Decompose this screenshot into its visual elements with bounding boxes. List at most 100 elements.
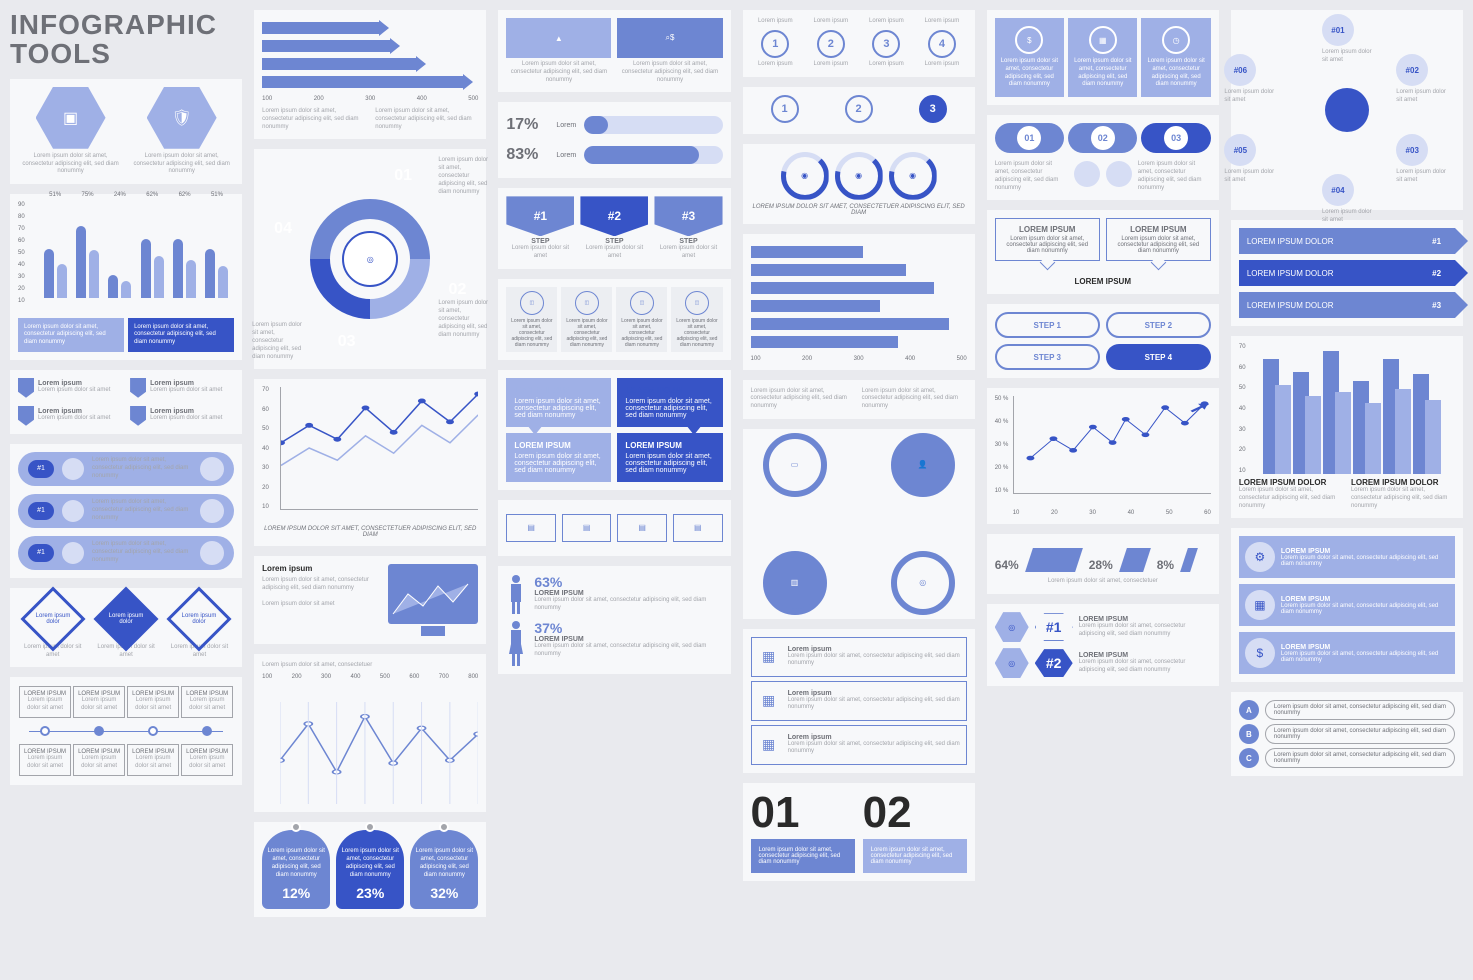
book-icon: ▦ — [756, 686, 782, 716]
drop-item: Lorem ipsum dolor sit amet, consectetur … — [262, 830, 330, 909]
vbar — [1365, 403, 1381, 474]
person-stat: 63% LOREM IPSUM Lorem ipsum dolor sit am… — [506, 574, 722, 620]
drop-item: Lorem ipsum dolor sit amet, consectetur … — [410, 830, 478, 909]
num-circles-2: 123 — [743, 87, 975, 134]
icon-card-item: ▦ LOREM IPSUMLorem ipsum dolor sit amet,… — [1239, 584, 1455, 626]
h-bar — [751, 246, 863, 258]
callout: LOREM IPSUMLorem ipsum dolor sit amet, c… — [617, 378, 722, 427]
info-item: ▦ Lorem ipsumLorem ipsum dolor sit amet,… — [751, 681, 967, 721]
timeline-dot — [94, 726, 104, 736]
timeline-label: LOREM IPSUMLorem ipsum dolor sit amet — [181, 744, 233, 776]
briefcase-icon: ▭ — [763, 433, 827, 497]
bar-group: 75% — [74, 202, 100, 298]
vbar — [1395, 389, 1411, 474]
male-icon — [506, 574, 526, 620]
flower-petal: #05 — [1224, 134, 1256, 166]
num-circle: 2Lorem ipsum — [806, 30, 856, 69]
stacked-seg — [1025, 548, 1083, 572]
scatter-panel: 50 %40 %30 %20 %10 % 102030405060 — [987, 388, 1219, 524]
pct-row: 83%Lorem — [506, 140, 722, 170]
arrow-list: LOREM IPSUM DOLOR#1LOREM IPSUM DOLOR#2LO… — [1231, 220, 1463, 326]
bar-group: 51% — [42, 202, 68, 298]
abc-item: B Lorem ipsum dolor sit amet, consectetu… — [1239, 724, 1455, 744]
info-item: ▦ Lorem ipsumLorem ipsum dolor sit amet,… — [751, 637, 967, 677]
pct-row: 17%Lorem — [506, 110, 722, 140]
pill-tag: #1 — [28, 502, 54, 520]
num-circle: 3Lorem ipsum — [862, 30, 912, 69]
drop-item: Lorem ipsum dolor sit amet, consectetur … — [336, 830, 404, 909]
pill-icon — [62, 542, 84, 564]
ribbon-item: Lorem ipsumLorem ipsum dolor sit amet — [18, 406, 122, 426]
stacked-pct: 28% — [1089, 558, 1113, 572]
arrow-item: LOREM IPSUM DOLOR#3 — [1239, 292, 1455, 318]
h-arrow — [262, 58, 418, 70]
vbar-title: LOREM IPSUM DOLOR — [1239, 478, 1343, 487]
num-circle: 1Lorem ipsum — [751, 30, 801, 69]
h-arrow — [262, 22, 381, 34]
hex-caption: Lorem ipsum dolor sit amet, consectetur … — [129, 153, 234, 176]
abc-letter: C — [1239, 748, 1259, 768]
column-3: ▲Lorem ipsum dolor sit amet, consectetur… — [498, 10, 730, 970]
chart-icon: ▥ — [763, 551, 827, 615]
column-1: INFOGRAPHIC TOOLS ▣ Lorem ipsum dolor si… — [10, 10, 242, 970]
hbars-panel: 100200300400500 — [743, 234, 975, 370]
tree-icon: ◉ — [781, 152, 829, 200]
pill-list: #1 Lorem ipsum dolor sit amet, consectet… — [10, 444, 242, 578]
flower-petal: #06 — [1224, 54, 1256, 86]
feature-row: ▲Lorem ipsum dolor sit amet, consectetur… — [498, 10, 730, 92]
icon-line-panel: ▤▤▤▤ — [498, 500, 730, 556]
persons-panel: 63% LOREM IPSUM Lorem ipsum dolor sit am… — [498, 566, 730, 674]
pill-item: #1 Lorem ipsum dolor sit amet, consectet… — [18, 494, 234, 528]
timeline-label: LOREM IPSUMLorem ipsum dolor sit amet — [19, 744, 71, 776]
diamond-item: Lorem ipsum dolor Lorem ipsum dolor sit … — [18, 596, 87, 660]
timeline-label: LOREM IPSUMLorem ipsum dolor sit amet — [181, 686, 233, 718]
cycle-num: 02 — [449, 281, 467, 299]
num-circles-1: Lorem ipsumLorem ipsumLorem ipsumLorem i… — [743, 10, 975, 77]
nc-label: Lorem ipsum — [862, 18, 912, 26]
callout: LOREM IPSUMLorem ipsum dolor sit amet, c… — [506, 433, 611, 482]
pill-item: #1 Lorem ipsum dolor sit amet, consectet… — [18, 536, 234, 570]
bar-group: 24% — [107, 202, 133, 298]
info-list: ▦ Lorem ipsumLorem ipsum dolor sit amet,… — [743, 629, 975, 773]
money-icon: $ — [1245, 638, 1275, 668]
hex-item: 🛡 Lorem ipsum dolor sit amet, consectetu… — [129, 87, 234, 176]
vbar — [1335, 392, 1351, 474]
vbar — [1305, 396, 1321, 474]
column-5: $ Lorem ipsum dolor sit amet, consectetu… — [987, 10, 1219, 970]
num-circle: 3 — [899, 95, 967, 126]
num-circle: 2 — [825, 95, 893, 126]
hex-icon: ◎ — [995, 612, 1029, 642]
note-icon: ▤ — [617, 514, 667, 542]
icon-card: ◫ Lorem ipsum dolor sit amet, consectetu… — [671, 287, 722, 352]
icon-card-item: $ LOREM IPSUMLorem ipsum dolor sit amet,… — [1239, 632, 1455, 674]
female-icon — [506, 620, 526, 666]
num-circle: 1 — [751, 95, 819, 126]
pct-bars: 17%Lorem 83%Lorem — [498, 102, 730, 178]
case-icon: ▤ — [673, 514, 723, 542]
bar-chart-legend: Lorem ipsum dolor sit amet, consectetur … — [18, 318, 234, 352]
tap-icon — [1074, 161, 1100, 187]
stacked-panel: 64%28%8% Lorem ipsum dolor sit amet, con… — [987, 534, 1219, 594]
chart-icon: ◫ — [520, 291, 544, 315]
nc-label: Lorem ipsum — [917, 18, 967, 26]
abc-item: A Lorem ipsum dolor sit amet, consectetu… — [1239, 700, 1455, 720]
briefcase-icon: ◫ — [685, 291, 709, 315]
bulb-icon: ◉ — [835, 152, 883, 200]
h-bar — [751, 318, 950, 330]
shield-icon: 🛡 — [147, 87, 217, 149]
pill-item: #1 Lorem ipsum dolor sit amet, consectet… — [18, 452, 234, 486]
step-item: #3 STEP Lorem ipsum dolor sit amet — [654, 196, 722, 261]
ribbon-grid: Lorem ipsumLorem ipsum dolor sit amet Lo… — [10, 370, 242, 434]
h-arrow — [262, 40, 392, 52]
stacked-caption: Lorem ipsum dolor sit amet, consectetuer — [995, 578, 1211, 586]
abc-item: C Lorem ipsum dolor sit amet, consectetu… — [1239, 748, 1455, 768]
title-line-2: TOOLS — [10, 39, 242, 68]
ribbon-flag-icon — [130, 406, 146, 426]
speech-bubble: LOREM IPSUMLorem ipsum dolor sit amet, c… — [995, 218, 1100, 261]
vbar-title: LOREM IPSUM DOLOR — [1351, 478, 1455, 487]
hex-pair: ▣ Lorem ipsum dolor sit amet, consectetu… — [10, 79, 242, 184]
abc-letter: A — [1239, 700, 1259, 720]
info-item: ▦ Lorem ipsumLorem ipsum dolor sit amet,… — [751, 725, 967, 765]
quad-descs: Lorem ipsum dolor sit amet, consectetur … — [743, 380, 975, 419]
arrow-item: LOREM IPSUM DOLOR#2 — [1239, 260, 1455, 286]
